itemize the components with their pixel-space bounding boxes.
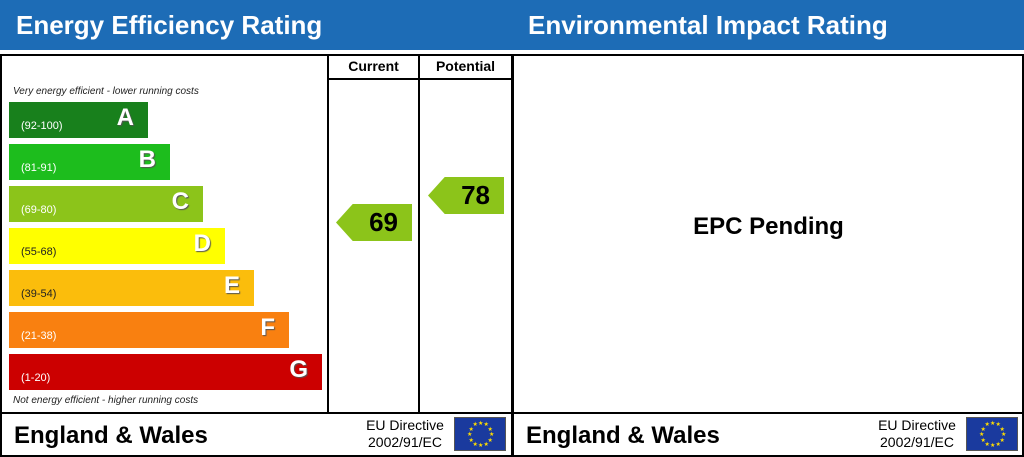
potential-rating-arrow: 78 bbox=[428, 177, 504, 214]
band-letter: E bbox=[223, 272, 240, 299]
divider bbox=[418, 55, 420, 413]
column-header-current: Current bbox=[348, 58, 399, 74]
star-icon: ★ bbox=[999, 437, 1005, 444]
footer-region: England & Wales bbox=[14, 422, 208, 449]
column-header-potential: Potential bbox=[435, 58, 496, 74]
eu-directive-line1: EU Directive bbox=[366, 417, 444, 433]
band-e: (39-54) E bbox=[9, 270, 254, 306]
eu-directive: EU Directive 2002/91/EC bbox=[360, 417, 450, 451]
current-rating-arrow: 69 bbox=[336, 204, 412, 241]
star-icon: ★ bbox=[487, 426, 493, 433]
divider bbox=[327, 78, 512, 80]
band-range: (21-38) bbox=[21, 330, 57, 342]
star-icon: ★ bbox=[980, 426, 986, 433]
divider bbox=[0, 412, 513, 414]
current-rating-value: 69 bbox=[369, 207, 398, 237]
footer-region: England & Wales bbox=[526, 422, 720, 449]
star-icon: ★ bbox=[487, 437, 493, 444]
band-c: (69-80) C bbox=[9, 186, 203, 222]
star-icon: ★ bbox=[999, 426, 1005, 433]
top-note: Very energy efficient - lower running co… bbox=[13, 86, 199, 97]
energy-efficiency-title: Energy Efficiency Rating bbox=[0, 0, 512, 50]
eu-flag-icon: ★ ★ ★ ★ ★ ★ ★ ★ ★ ★ ★ ★ bbox=[454, 417, 506, 451]
star-icon: ★ bbox=[467, 432, 473, 438]
star-icon: ★ bbox=[472, 441, 478, 448]
star-icon: ★ bbox=[472, 422, 478, 429]
star-icon: ★ bbox=[468, 426, 474, 433]
band-letter: B bbox=[138, 146, 156, 173]
eu-directive: EU Directive 2002/91/EC bbox=[872, 417, 962, 451]
star-icon: ★ bbox=[990, 443, 996, 449]
star-icon: ★ bbox=[979, 432, 985, 438]
star-icon: ★ bbox=[1001, 432, 1007, 438]
divider bbox=[512, 412, 1024, 414]
band-range: (55-68) bbox=[21, 246, 57, 258]
star-icon: ★ bbox=[483, 441, 489, 448]
band-letter: F bbox=[260, 314, 275, 341]
star-icon: ★ bbox=[984, 422, 990, 429]
band-f: (21-38) F bbox=[9, 312, 289, 348]
band-range: (1-20) bbox=[21, 372, 51, 384]
environmental-impact-title: Environmental Impact Rating bbox=[512, 0, 1024, 50]
eu-directive-line1: EU Directive bbox=[878, 417, 956, 433]
divider bbox=[327, 55, 329, 413]
band-range: (81-91) bbox=[21, 162, 57, 174]
band-letter: G bbox=[289, 356, 308, 383]
star-icon: ★ bbox=[489, 432, 495, 438]
band-a: (92-100) A bbox=[9, 102, 148, 138]
star-icon: ★ bbox=[483, 422, 489, 429]
star-icon: ★ bbox=[995, 441, 1001, 448]
eu-flag-icon: ★ ★ ★ ★ ★ ★ ★ ★ ★ ★ ★ ★ bbox=[966, 417, 1018, 451]
band-range: (92-100) bbox=[21, 120, 63, 132]
star-icon: ★ bbox=[995, 422, 1001, 429]
band-range: (69-80) bbox=[21, 204, 57, 216]
band-b: (81-91) B bbox=[9, 144, 170, 180]
epc-pending-status: EPC Pending bbox=[693, 213, 844, 240]
band-letter: C bbox=[171, 188, 189, 215]
bottom-note: Not energy efficient - higher running co… bbox=[13, 395, 199, 406]
star-icon: ★ bbox=[990, 421, 996, 427]
band-letter: A bbox=[116, 104, 134, 131]
potential-rating-value: 78 bbox=[461, 180, 490, 210]
star-icon: ★ bbox=[984, 441, 990, 448]
star-icon: ★ bbox=[478, 421, 484, 427]
star-icon: ★ bbox=[468, 437, 474, 444]
band-d: (55-68) D bbox=[9, 228, 225, 264]
band-range: (39-54) bbox=[21, 288, 57, 300]
star-icon: ★ bbox=[478, 443, 484, 449]
environmental-impact-table bbox=[512, 54, 1024, 457]
eu-directive-line2: 2002/91/EC bbox=[368, 434, 442, 450]
star-icon: ★ bbox=[980, 437, 986, 444]
band-g: (1-20) G bbox=[9, 354, 322, 390]
band-letter: D bbox=[193, 230, 211, 257]
eu-directive-line2: 2002/91/EC bbox=[880, 434, 954, 450]
